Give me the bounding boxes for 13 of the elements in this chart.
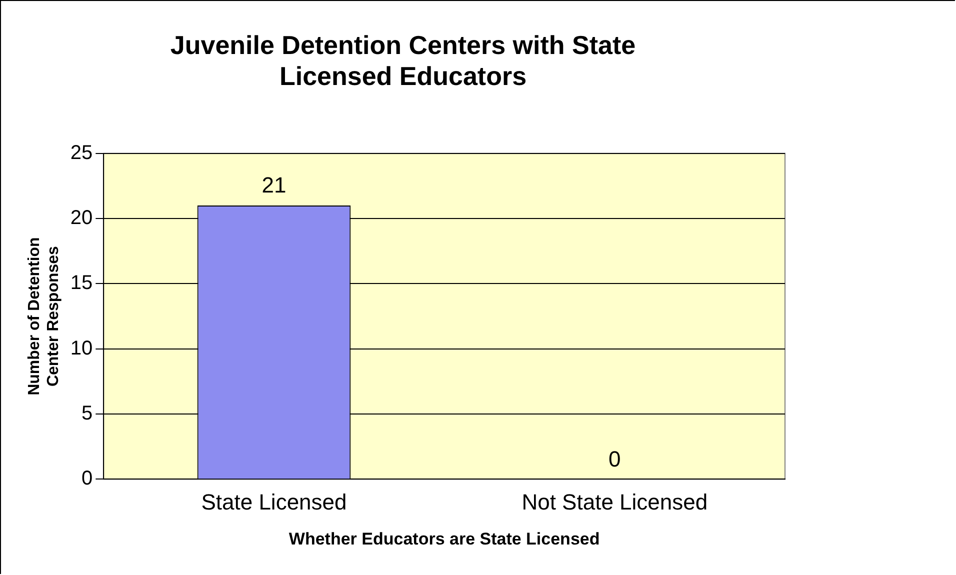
data-label: 21 <box>262 172 286 198</box>
y-tick-label: 20 <box>70 207 93 230</box>
y-tick-label: 15 <box>70 272 93 294</box>
x-axis-title: Whether Educators are State Licensed <box>288 529 600 548</box>
data-label: 0 <box>608 446 621 472</box>
x-tick-label: State Licensed <box>201 489 347 514</box>
y-axis-title: Number of Detention Center Responses <box>26 237 62 396</box>
y-tick-label: 0 <box>82 468 93 490</box>
y-tick-label: 10 <box>70 337 93 360</box>
y-tick-label: 5 <box>82 402 93 425</box>
x-tick-label: Not State Licensed <box>522 489 708 514</box>
chart-title: Juvenile Detention Centers with State Licensed Educators <box>170 30 636 91</box>
y-tick-label: 25 <box>70 142 93 164</box>
